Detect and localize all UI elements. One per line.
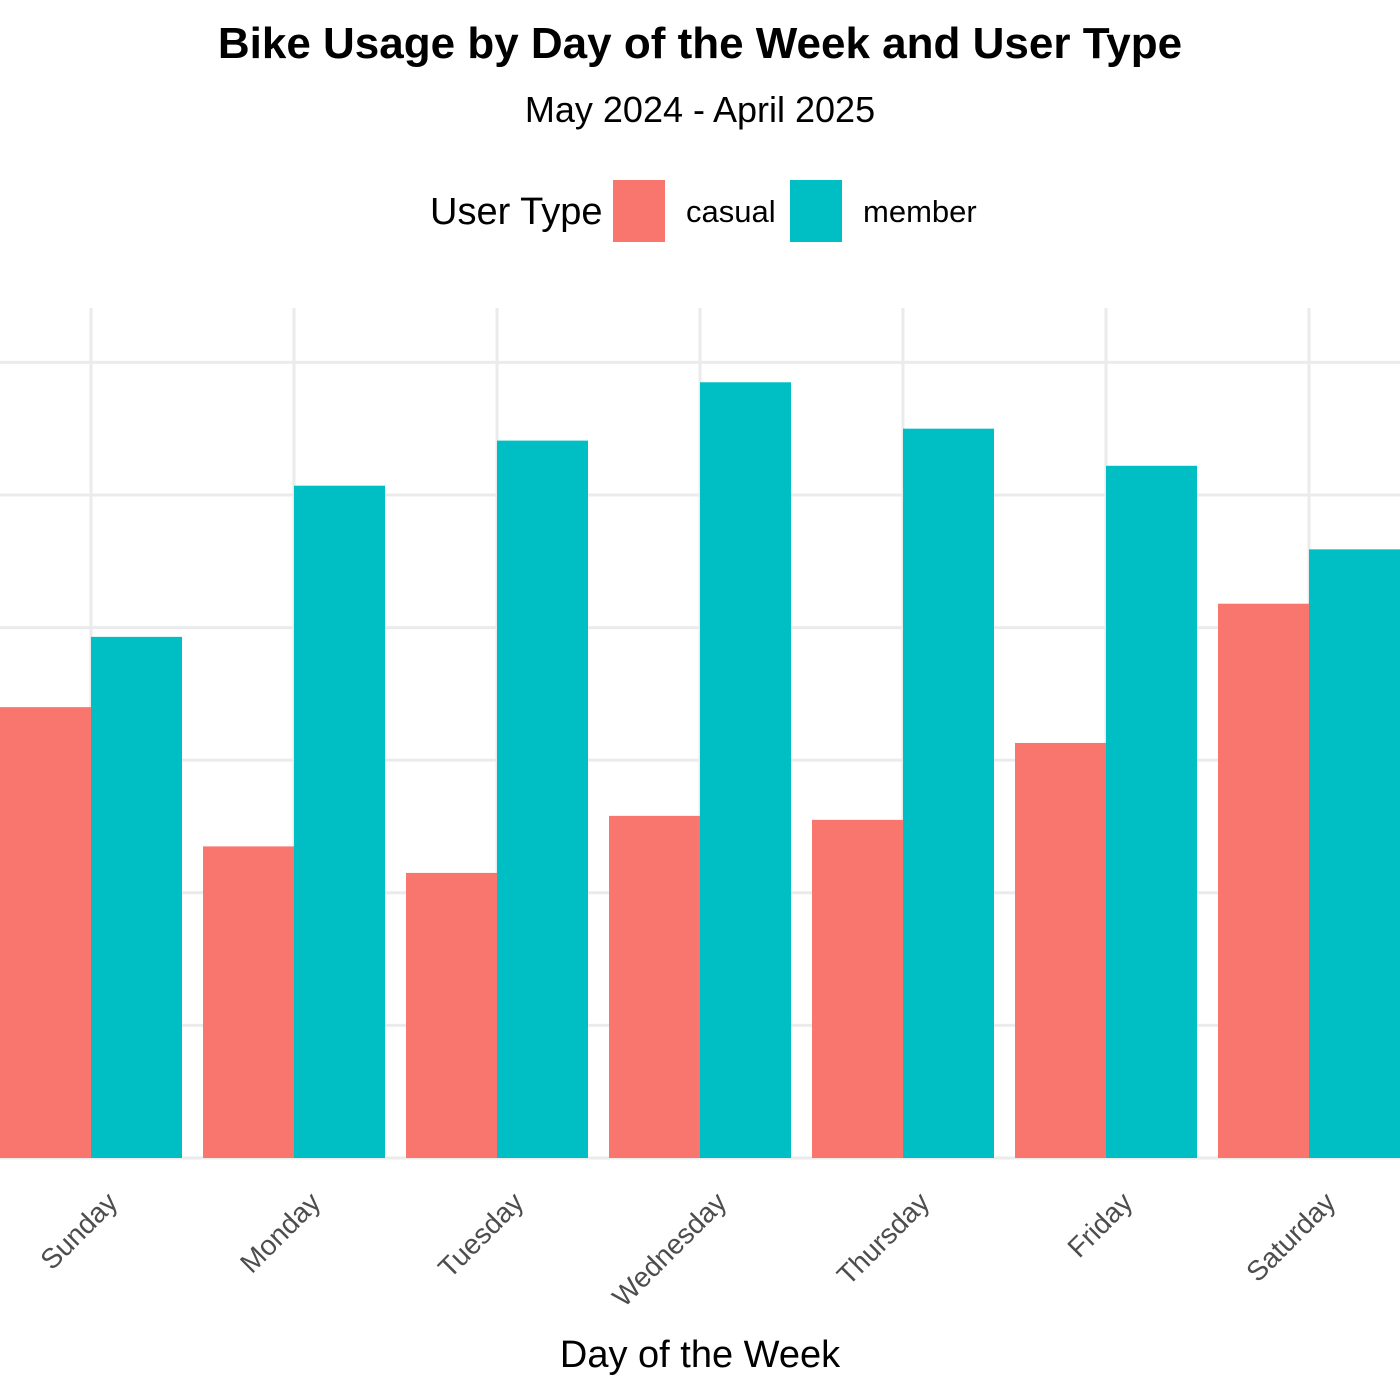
x-tick-label: Sunday — [34, 1186, 123, 1275]
legend-key-casual — [613, 180, 665, 242]
x-tick-label: Thursday — [831, 1186, 935, 1290]
bar-casual-saturday — [1218, 603, 1309, 1158]
x-tick-label: Tuesday — [432, 1186, 529, 1283]
bar-member-wednesday — [700, 382, 791, 1158]
chart-title: Bike Usage by Day of the Week and User T… — [218, 19, 1182, 68]
x-tick-label: Monday — [234, 1186, 326, 1278]
legend-title: User Type — [430, 191, 602, 233]
bar-member-sunday — [91, 636, 182, 1158]
bar-member-thursday — [903, 428, 994, 1158]
bar-member-monday — [294, 485, 385, 1158]
bar-member-saturday — [1309, 549, 1400, 1158]
legend-key-member — [790, 180, 842, 242]
legend: User Type casual member — [430, 180, 977, 242]
bar-casual-monday — [203, 846, 294, 1158]
bar-casual-friday — [1015, 742, 1106, 1158]
x-axis-title: Day of the Week — [560, 1334, 841, 1376]
bar-member-friday — [1106, 465, 1197, 1159]
x-tick-label: Saturday — [1240, 1186, 1341, 1287]
bars — [0, 382, 1400, 1159]
bar-casual-thursday — [812, 819, 903, 1158]
bar-casual-wednesday — [609, 815, 700, 1158]
x-tick-labels: Sunday Monday Tuesday Wednesday Thursday Frid… — [34, 1186, 1341, 1312]
bar-casual-tuesday — [406, 872, 497, 1158]
chart-subtitle: May 2024 - April 2025 — [525, 89, 875, 130]
legend-label-casual: casual — [686, 194, 776, 229]
bar-casual-sunday — [0, 707, 91, 1158]
x-tick-label: Friday — [1061, 1186, 1138, 1263]
bar-member-tuesday — [497, 440, 588, 1158]
x-tick-label: Wednesday — [606, 1186, 732, 1312]
legend-label-member: member — [863, 194, 977, 229]
